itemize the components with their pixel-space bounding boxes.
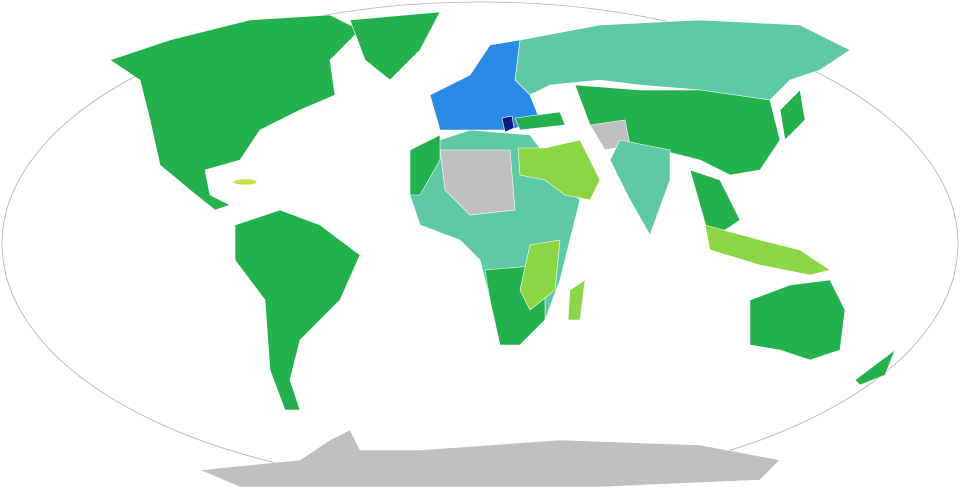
region-east-africa[interactable]: [519, 239, 561, 311]
region-north-america[interactable]: [109, 14, 361, 211]
region-madagascar[interactable]: [567, 279, 586, 321]
region-india[interactable]: [609, 139, 671, 236]
region-new-zealand[interactable]: [854, 349, 896, 386]
region-antarctica[interactable]: [199, 429, 781, 488]
region-turkey[interactable]: [514, 111, 566, 131]
region-south-america[interactable]: [234, 209, 361, 411]
region-southeast-asia[interactable]: [689, 169, 741, 241]
region-greece[interactable]: [501, 115, 515, 133]
region-middle-east[interactable]: [517, 139, 601, 201]
region-australia[interactable]: [749, 279, 846, 361]
region-indonesia[interactable]: [704, 224, 831, 276]
region-cuba[interactable]: [232, 178, 258, 186]
region-japan[interactable]: [779, 89, 806, 141]
region-north-africa[interactable]: [409, 134, 441, 196]
region-sahara[interactable]: [439, 149, 516, 216]
region-greenland[interactable]: [349, 11, 441, 81]
region-europe[interactable]: [429, 39, 541, 131]
